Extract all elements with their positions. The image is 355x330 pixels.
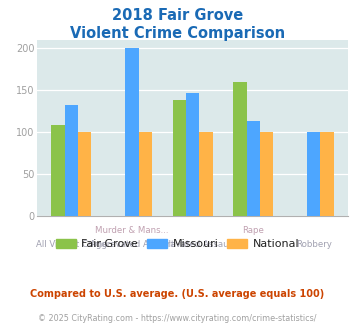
Bar (173, 100, 186, 216)
Legend: Fair Grove, Missouri, National: Fair Grove, Missouri, National (51, 234, 304, 253)
Text: Violent Crime Comparison: Violent Crime Comparison (70, 26, 285, 41)
Bar (321, 132, 334, 216)
Bar (199, 132, 213, 216)
Bar (51, 125, 65, 216)
Text: All Violent Crime: All Violent Crime (36, 240, 107, 249)
Bar (139, 132, 152, 216)
Text: Aggravated Assault: Aggravated Assault (90, 240, 174, 249)
Text: © 2025 CityRating.com - https://www.cityrating.com/crime-statistics/: © 2025 CityRating.com - https://www.city… (38, 314, 317, 323)
Bar (65, 105, 78, 216)
Bar (246, 121, 260, 216)
Text: Compared to U.S. average. (U.S. average equals 100): Compared to U.S. average. (U.S. average … (31, 289, 324, 299)
Bar (307, 132, 321, 216)
Text: Robbery: Robbery (296, 240, 332, 249)
Text: 2018 Fair Grove: 2018 Fair Grove (112, 8, 243, 23)
Text: Murder & Mans...: Murder & Mans... (95, 226, 169, 235)
Bar (125, 48, 139, 216)
Bar (260, 132, 273, 216)
Bar (78, 132, 91, 216)
Text: Aggravated Assault: Aggravated Assault (151, 240, 235, 249)
Bar (233, 82, 246, 216)
Text: Rape: Rape (242, 226, 264, 235)
Bar (186, 92, 199, 216)
